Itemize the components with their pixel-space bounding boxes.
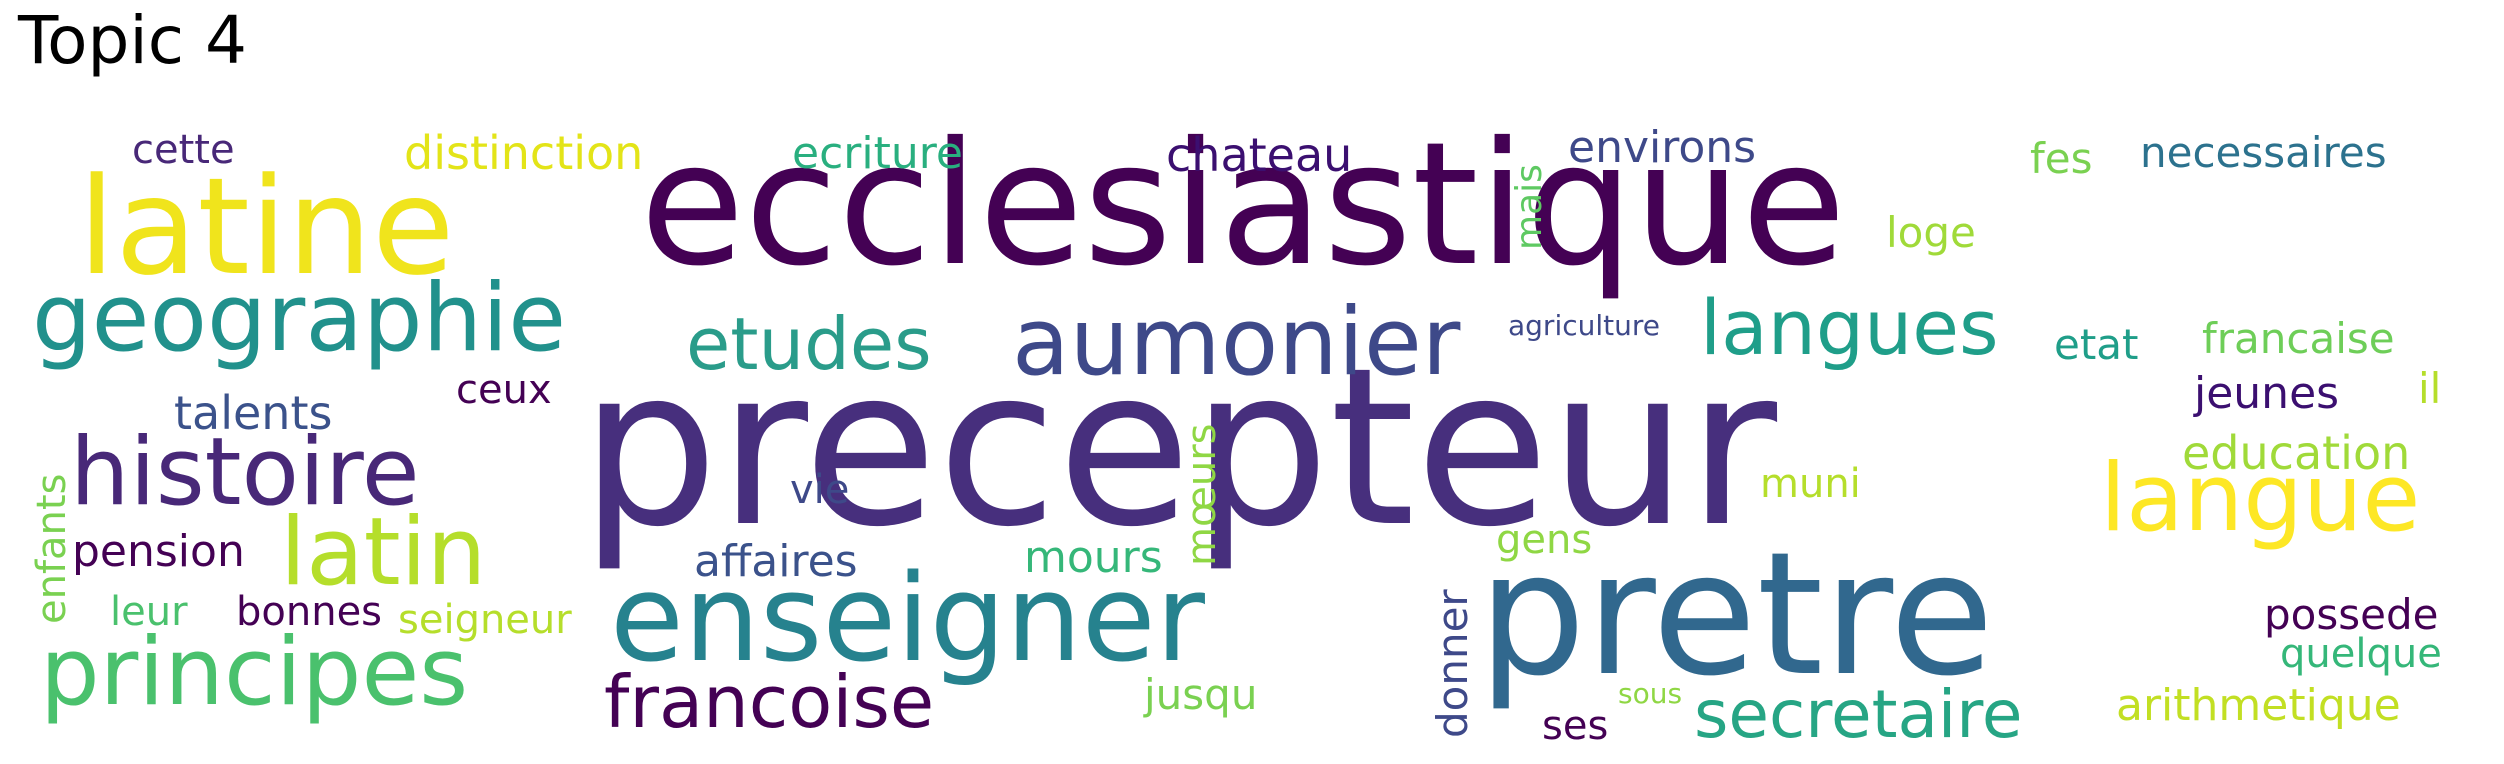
word-francaise: francaise	[2202, 314, 2395, 363]
word-pension: pension	[72, 526, 245, 577]
word-principes: principes	[40, 618, 469, 727]
word-langues: langues	[1700, 283, 1999, 372]
word-education: education	[2182, 426, 2411, 480]
word-enseigner: enseigner	[610, 550, 1205, 689]
word-arithmetique: arithmetique	[2116, 680, 2401, 731]
word-il: il	[2418, 364, 2442, 413]
word-sous: sous	[1618, 677, 1683, 710]
word-gens: gens	[1496, 517, 1593, 563]
word-donner: donner	[1428, 589, 1477, 738]
word-bonnes: bonnes	[236, 589, 383, 635]
word-ceux: ceux	[456, 367, 552, 413]
word-mais: mais	[1509, 164, 1550, 250]
word-fes: fes	[2030, 134, 2093, 183]
word-necessaires: necessaires	[2140, 128, 2387, 177]
word-chateau: chateau	[1166, 128, 1353, 182]
word-geographie: geographie	[32, 264, 567, 373]
word-langue: langue	[2100, 444, 2421, 553]
word-jusqu: jusqu	[1144, 670, 1258, 719]
word-etudes: etudes	[686, 302, 932, 386]
word-ecclesiastique: ecclesiastique	[640, 106, 1847, 304]
word-moeurs: mœurs	[1179, 423, 1225, 566]
word-cette: cette	[132, 127, 235, 173]
word-possede: possede	[2264, 590, 2439, 639]
word-ses: ses	[1542, 703, 1609, 749]
word-precepteur: precepteur	[580, 322, 1778, 575]
word-distinction: distinction	[404, 126, 644, 180]
word-latine: latine	[78, 149, 455, 305]
word-agriculture: agriculture	[1508, 309, 1660, 342]
word-secretaire: secretaire	[1694, 676, 2023, 753]
word-ecriture: ecriture	[792, 128, 963, 179]
word-jeunes: jeunes	[2194, 368, 2340, 419]
word-leur: leur	[110, 589, 188, 635]
chart-title: Topic 4	[18, 2, 247, 79]
word-mours: mours	[1024, 532, 1163, 583]
word-muni: muni	[1760, 461, 1861, 507]
word-seigneur: seigneur	[398, 597, 572, 643]
word-loge: loge	[1886, 208, 1976, 257]
word-environs: environs	[1568, 122, 1757, 173]
word-talents: talents	[174, 386, 333, 440]
word-etat: etat	[2054, 320, 2139, 369]
word-histoire: histoire	[70, 418, 420, 527]
word-vie: vie	[790, 467, 850, 513]
word-aumonier: aumonier	[1012, 288, 1461, 397]
word-enfants: enfants	[29, 473, 75, 624]
word-francoise: francoise	[604, 660, 935, 744]
word-pretre: pretre	[1478, 516, 1995, 714]
word-latin: latin	[280, 498, 487, 607]
word-quelque: quelque	[2280, 631, 2442, 677]
word-affaires: affaires	[694, 536, 858, 587]
